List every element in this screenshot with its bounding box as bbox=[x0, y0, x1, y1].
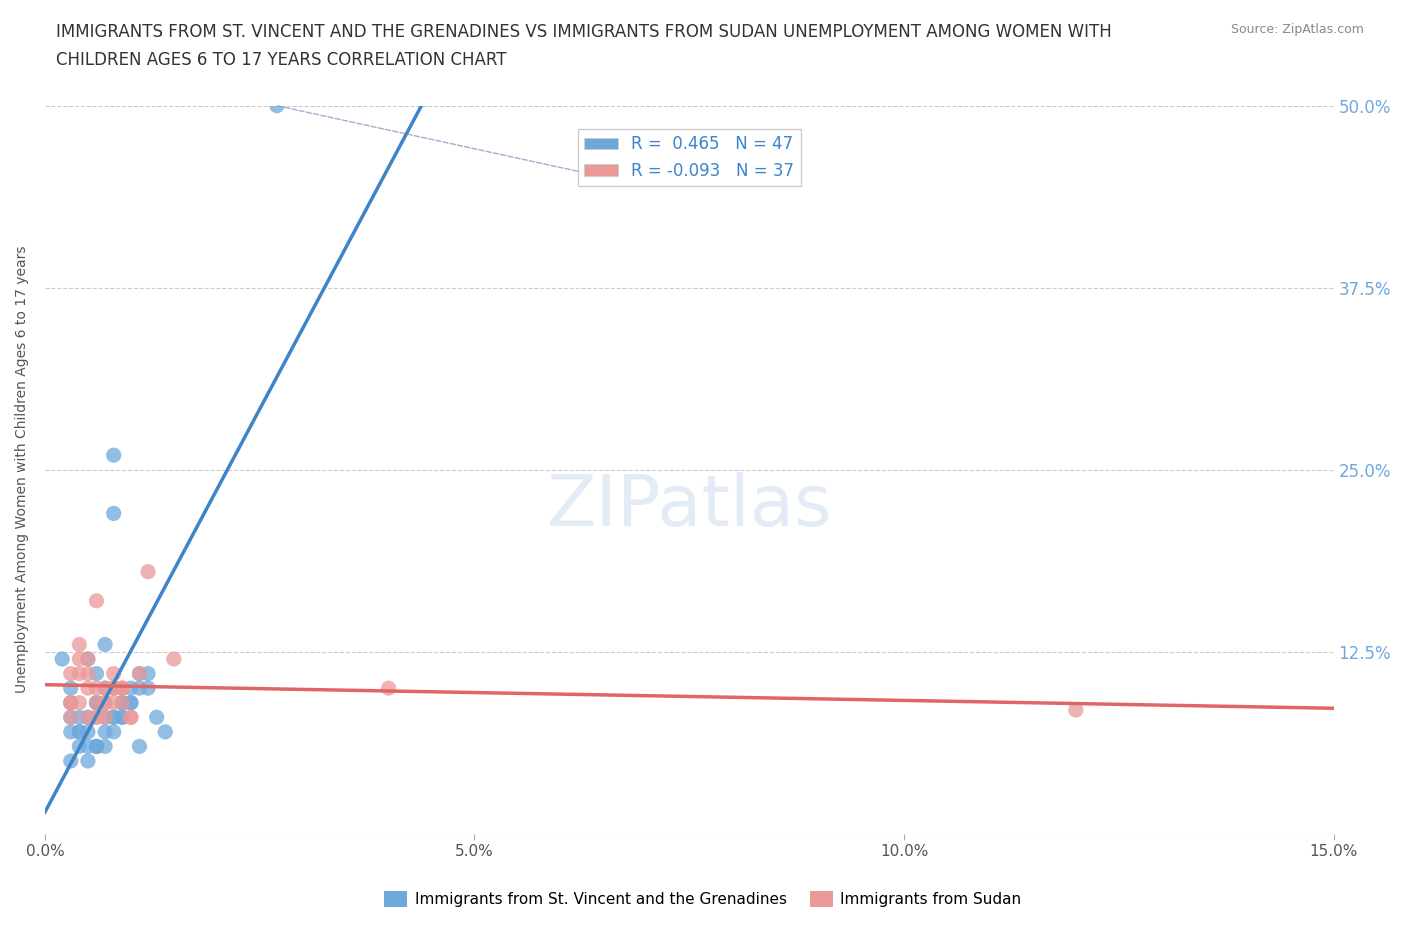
Point bbox=[111, 710, 134, 724]
Point bbox=[1064, 702, 1087, 717]
Point bbox=[120, 710, 142, 724]
Point bbox=[120, 681, 142, 696]
Point bbox=[67, 637, 90, 652]
Point bbox=[94, 696, 117, 711]
Point bbox=[111, 681, 134, 696]
Point bbox=[145, 710, 167, 724]
Point bbox=[136, 681, 159, 696]
Point bbox=[103, 681, 125, 696]
Point bbox=[155, 724, 177, 739]
Point bbox=[86, 666, 108, 681]
Point bbox=[67, 652, 90, 667]
Point bbox=[163, 652, 186, 667]
Point bbox=[86, 739, 108, 754]
Point bbox=[120, 696, 142, 711]
Point bbox=[103, 447, 125, 462]
Point bbox=[94, 710, 117, 724]
Point bbox=[59, 681, 82, 696]
Point bbox=[136, 666, 159, 681]
Point bbox=[111, 696, 134, 711]
Point bbox=[86, 696, 108, 711]
Point bbox=[120, 696, 142, 711]
Point bbox=[94, 637, 117, 652]
Point bbox=[67, 739, 90, 754]
Point bbox=[77, 710, 100, 724]
Point bbox=[111, 681, 134, 696]
Point bbox=[94, 724, 117, 739]
Point bbox=[86, 710, 108, 724]
Point bbox=[77, 710, 100, 724]
Point bbox=[111, 710, 134, 724]
Text: CHILDREN AGES 6 TO 17 YEARS CORRELATION CHART: CHILDREN AGES 6 TO 17 YEARS CORRELATION … bbox=[56, 51, 506, 69]
Point bbox=[86, 739, 108, 754]
Point bbox=[103, 710, 125, 724]
Point bbox=[77, 681, 100, 696]
Point bbox=[59, 666, 82, 681]
Point bbox=[94, 739, 117, 754]
Point bbox=[128, 681, 150, 696]
Point bbox=[59, 696, 82, 711]
Text: ZIPatlas: ZIPatlas bbox=[547, 472, 832, 540]
Point bbox=[59, 696, 82, 711]
Point bbox=[377, 681, 399, 696]
Point bbox=[59, 724, 82, 739]
Point bbox=[77, 652, 100, 667]
Point bbox=[59, 753, 82, 768]
Point bbox=[103, 681, 125, 696]
Point bbox=[77, 666, 100, 681]
Point bbox=[67, 696, 90, 711]
Point bbox=[128, 666, 150, 681]
Point bbox=[136, 565, 159, 579]
Point bbox=[67, 724, 90, 739]
Point bbox=[103, 506, 125, 521]
Point bbox=[59, 710, 82, 724]
Legend: Immigrants from St. Vincent and the Grenadines, Immigrants from Sudan: Immigrants from St. Vincent and the Gren… bbox=[378, 884, 1028, 913]
Point bbox=[86, 593, 108, 608]
Point bbox=[94, 696, 117, 711]
Point bbox=[266, 99, 288, 113]
Point bbox=[59, 696, 82, 711]
Point bbox=[86, 681, 108, 696]
Point bbox=[86, 739, 108, 754]
Point bbox=[94, 681, 117, 696]
Point bbox=[94, 710, 117, 724]
Point bbox=[103, 710, 125, 724]
Point bbox=[51, 652, 73, 667]
Point bbox=[103, 666, 125, 681]
Point bbox=[59, 710, 82, 724]
Point bbox=[77, 652, 100, 667]
Point bbox=[103, 724, 125, 739]
Point bbox=[111, 696, 134, 711]
Text: IMMIGRANTS FROM ST. VINCENT AND THE GRENADINES VS IMMIGRANTS FROM SUDAN UNEMPLOY: IMMIGRANTS FROM ST. VINCENT AND THE GREN… bbox=[56, 23, 1112, 41]
Point bbox=[94, 681, 117, 696]
Point bbox=[111, 696, 134, 711]
Point bbox=[77, 739, 100, 754]
Point bbox=[67, 666, 90, 681]
Point bbox=[120, 710, 142, 724]
Point bbox=[67, 724, 90, 739]
Legend: R =  0.465   N = 47, R = -0.093   N = 37: R = 0.465 N = 47, R = -0.093 N = 37 bbox=[578, 128, 801, 186]
Point bbox=[77, 753, 100, 768]
Point bbox=[86, 710, 108, 724]
Point bbox=[111, 696, 134, 711]
Point bbox=[86, 696, 108, 711]
Point bbox=[67, 710, 90, 724]
Point bbox=[128, 739, 150, 754]
Point bbox=[103, 681, 125, 696]
Text: Source: ZipAtlas.com: Source: ZipAtlas.com bbox=[1230, 23, 1364, 36]
Point bbox=[103, 696, 125, 711]
Point bbox=[86, 696, 108, 711]
Point bbox=[111, 681, 134, 696]
Y-axis label: Unemployment Among Women with Children Ages 6 to 17 years: Unemployment Among Women with Children A… bbox=[15, 246, 30, 694]
Point bbox=[128, 666, 150, 681]
Point bbox=[77, 724, 100, 739]
